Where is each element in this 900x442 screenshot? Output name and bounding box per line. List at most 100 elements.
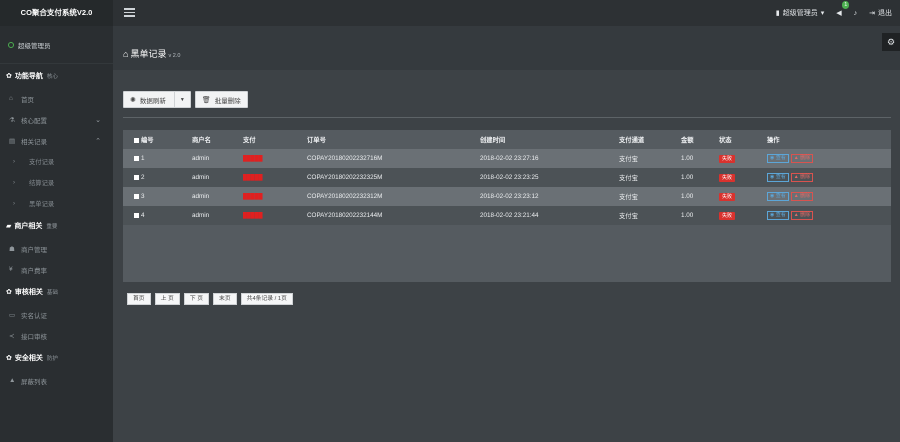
cell-channel: 支付宝 bbox=[619, 194, 638, 201]
cell-channel: 支付宝 bbox=[619, 156, 638, 163]
cell-channel: 支付宝 bbox=[619, 213, 638, 220]
caret-down-icon[interactable]: ▼ bbox=[173, 92, 190, 107]
chevron-up-icon: ⌃ bbox=[95, 137, 101, 145]
section-security: ✿ 安全相关 防护 bbox=[0, 346, 113, 370]
cell-status: 失败 bbox=[719, 149, 767, 168]
view-button[interactable]: ◉ 查看 bbox=[767, 154, 789, 163]
records-panel: 编号 商户名 支付 订单号 创建时间 支付通道 金额 状态 操作 1 admin █… bbox=[123, 130, 891, 282]
sidebar-item-withdraw-records[interactable]: › 结算记录 bbox=[0, 172, 113, 193]
bell-icon: ♪ bbox=[853, 9, 858, 17]
sidebar-item-records[interactable]: ▤ 相关记录 ⌃ bbox=[0, 130, 113, 151]
menu-toggle-icon[interactable] bbox=[124, 8, 135, 17]
warning-icon: ▲ bbox=[793, 155, 799, 161]
cell-merchant: admin bbox=[192, 174, 210, 181]
user-icon: ☗ bbox=[9, 245, 15, 253]
sidebar-item-blacklist-records[interactable]: › 黑单记录 bbox=[0, 193, 113, 214]
col-id: 编号 bbox=[123, 130, 192, 149]
sidebar-item-api-audit[interactable]: ≺ 接口审核 bbox=[0, 325, 113, 346]
view-button[interactable]: ◉ 查看 bbox=[767, 211, 789, 220]
toolbar: ✺ 数据刷新 ▼ 🗑 批量删除 bbox=[123, 91, 248, 108]
logout-button[interactable]: ⇥ 退出 bbox=[869, 8, 892, 18]
share-icon: ≺ bbox=[9, 332, 15, 340]
divider bbox=[123, 117, 891, 118]
delete-button[interactable]: ▲ 删除 bbox=[790, 211, 814, 220]
chevron-right-icon: › bbox=[13, 179, 15, 186]
sidebar-item-label: 屏蔽列表 bbox=[21, 378, 47, 386]
sidebar-item-home[interactable]: ⌂ 首页 bbox=[0, 88, 113, 109]
status-badge: 失败 bbox=[719, 212, 736, 220]
cell-channel: 支付宝 bbox=[619, 175, 638, 182]
admin-menu[interactable]: ▮ 超级管理员 ▾ bbox=[776, 8, 824, 18]
table-row: 2 admin █████ COPAY20180202232325M 2018-02-0… bbox=[123, 168, 891, 187]
cell-status: 失败 bbox=[719, 206, 767, 225]
view-button[interactable]: ◉ 查看 bbox=[767, 173, 789, 182]
section-nav: ✿ 功能导航 核心 bbox=[0, 64, 113, 88]
sidebar-item-realname-auth[interactable]: ▭ 实名认证 bbox=[0, 304, 113, 325]
refresh-button[interactable]: ✺ 数据刷新 ▼ bbox=[123, 91, 191, 108]
col-status: 状态 bbox=[719, 137, 732, 144]
sidebar-item-label: 商户费率 bbox=[21, 267, 47, 275]
col-pay: 支付 bbox=[243, 137, 256, 144]
eye-icon: ◉ bbox=[770, 212, 775, 218]
section-merchant: ▰ 商户相关 重要 bbox=[0, 214, 113, 238]
logout-label: 退出 bbox=[878, 10, 892, 17]
delete-button[interactable]: ▲ 删除 bbox=[790, 173, 814, 182]
warning-icon: ▲ bbox=[793, 174, 799, 180]
sidebar-item-payment-records[interactable]: › 支付记录 bbox=[0, 151, 113, 172]
delete-button[interactable]: ▲ 删除 bbox=[790, 154, 814, 163]
last-page-button[interactable]: 末页 bbox=[213, 293, 237, 305]
cell-order: COPAY20180202232312M bbox=[307, 193, 383, 200]
settings-gear-icon[interactable]: ⚙ bbox=[882, 33, 900, 51]
col-merchant: 商户名 bbox=[192, 137, 211, 144]
bell-button[interactable]: ♪ bbox=[854, 10, 858, 17]
next-page-button[interactable]: 下 页 bbox=[183, 293, 210, 305]
delete-button[interactable]: ▲ 删除 bbox=[790, 192, 814, 201]
notice-badge: 1 bbox=[842, 1, 850, 9]
row-checkbox[interactable] bbox=[134, 174, 139, 180]
sidebar-item-core-config[interactable]: ⚗ 核心配置 ⌄ bbox=[0, 109, 113, 130]
cell-id: 3 bbox=[123, 187, 192, 206]
megaphone-icon: ◀ bbox=[836, 10, 842, 17]
cell-time: 2018-02-02 23:27:16 bbox=[480, 155, 539, 162]
pay-redacted: █████ bbox=[243, 194, 263, 200]
cell-amount: 1.00 bbox=[681, 174, 694, 181]
sidebar-item-label: 结算记录 bbox=[29, 180, 55, 187]
cell-id: 4 bbox=[123, 206, 192, 225]
select-all-checkbox[interactable] bbox=[134, 137, 139, 143]
prev-page-button[interactable]: 上 页 bbox=[154, 293, 180, 305]
sidebar-item-label: 接口审核 bbox=[21, 333, 47, 341]
user-icon: ▮ bbox=[775, 10, 780, 17]
status-badge: 失败 bbox=[719, 174, 736, 182]
page-version: v 2.0 bbox=[168, 53, 181, 59]
batch-delete-button[interactable]: 🗑 批量删除 bbox=[194, 91, 248, 108]
records-table: 编号 商户名 支付 订单号 创建时间 支付通道 金额 状态 操作 1 admin █… bbox=[123, 130, 891, 225]
view-button[interactable]: ◉ 查看 bbox=[767, 192, 789, 201]
sidebar-item-merchant-manage[interactable]: ☗ 商户管理 bbox=[0, 238, 113, 259]
page-summary: 共4条记录 / 1页 bbox=[240, 293, 293, 305]
notice-button[interactable]: ◀ 1 bbox=[836, 1, 850, 17]
row-checkbox[interactable] bbox=[134, 155, 139, 161]
col-amount: 金额 bbox=[681, 137, 694, 144]
table-header-row: 编号 商户名 支付 订单号 创建时间 支付通道 金额 状态 操作 bbox=[123, 130, 891, 149]
first-page-button[interactable]: 首页 bbox=[127, 293, 151, 305]
sidebar-item-ip-blacklist[interactable]: ▲ 屏蔽列表 bbox=[0, 370, 113, 391]
home-icon: ⌂ bbox=[123, 49, 129, 59]
sidebar-user: 超级管理员 bbox=[0, 26, 113, 64]
top-bar: CO聚合支付系统V2.0 ▮ 超级管理员 ▾ ◀ 1 ♪ ⇥ 退出 bbox=[0, 0, 900, 26]
cell-amount: 1.00 bbox=[681, 155, 694, 162]
section-title: 安全相关 bbox=[14, 355, 43, 362]
cell-amount: 1.00 bbox=[681, 212, 694, 219]
sidebar-item-label: 支付记录 bbox=[29, 159, 55, 166]
row-checkbox[interactable] bbox=[134, 212, 139, 218]
cell-pay: █████ bbox=[243, 149, 307, 168]
sidebar-item-merchant-rate[interactable]: ¥ 商户费率 bbox=[0, 259, 113, 280]
cell-merchant: admin bbox=[192, 212, 210, 219]
spinner-icon: ✺ bbox=[130, 96, 136, 104]
app-title: CO聚合支付系统V2.0 bbox=[0, 0, 113, 26]
row-checkbox[interactable] bbox=[134, 193, 139, 199]
status-badge: 失败 bbox=[719, 193, 736, 201]
trash-icon: 🗑 bbox=[201, 96, 211, 104]
col-order: 订单号 bbox=[307, 137, 326, 144]
chevron-right-icon: › bbox=[13, 158, 15, 165]
section-sub: 重要 bbox=[46, 224, 58, 230]
